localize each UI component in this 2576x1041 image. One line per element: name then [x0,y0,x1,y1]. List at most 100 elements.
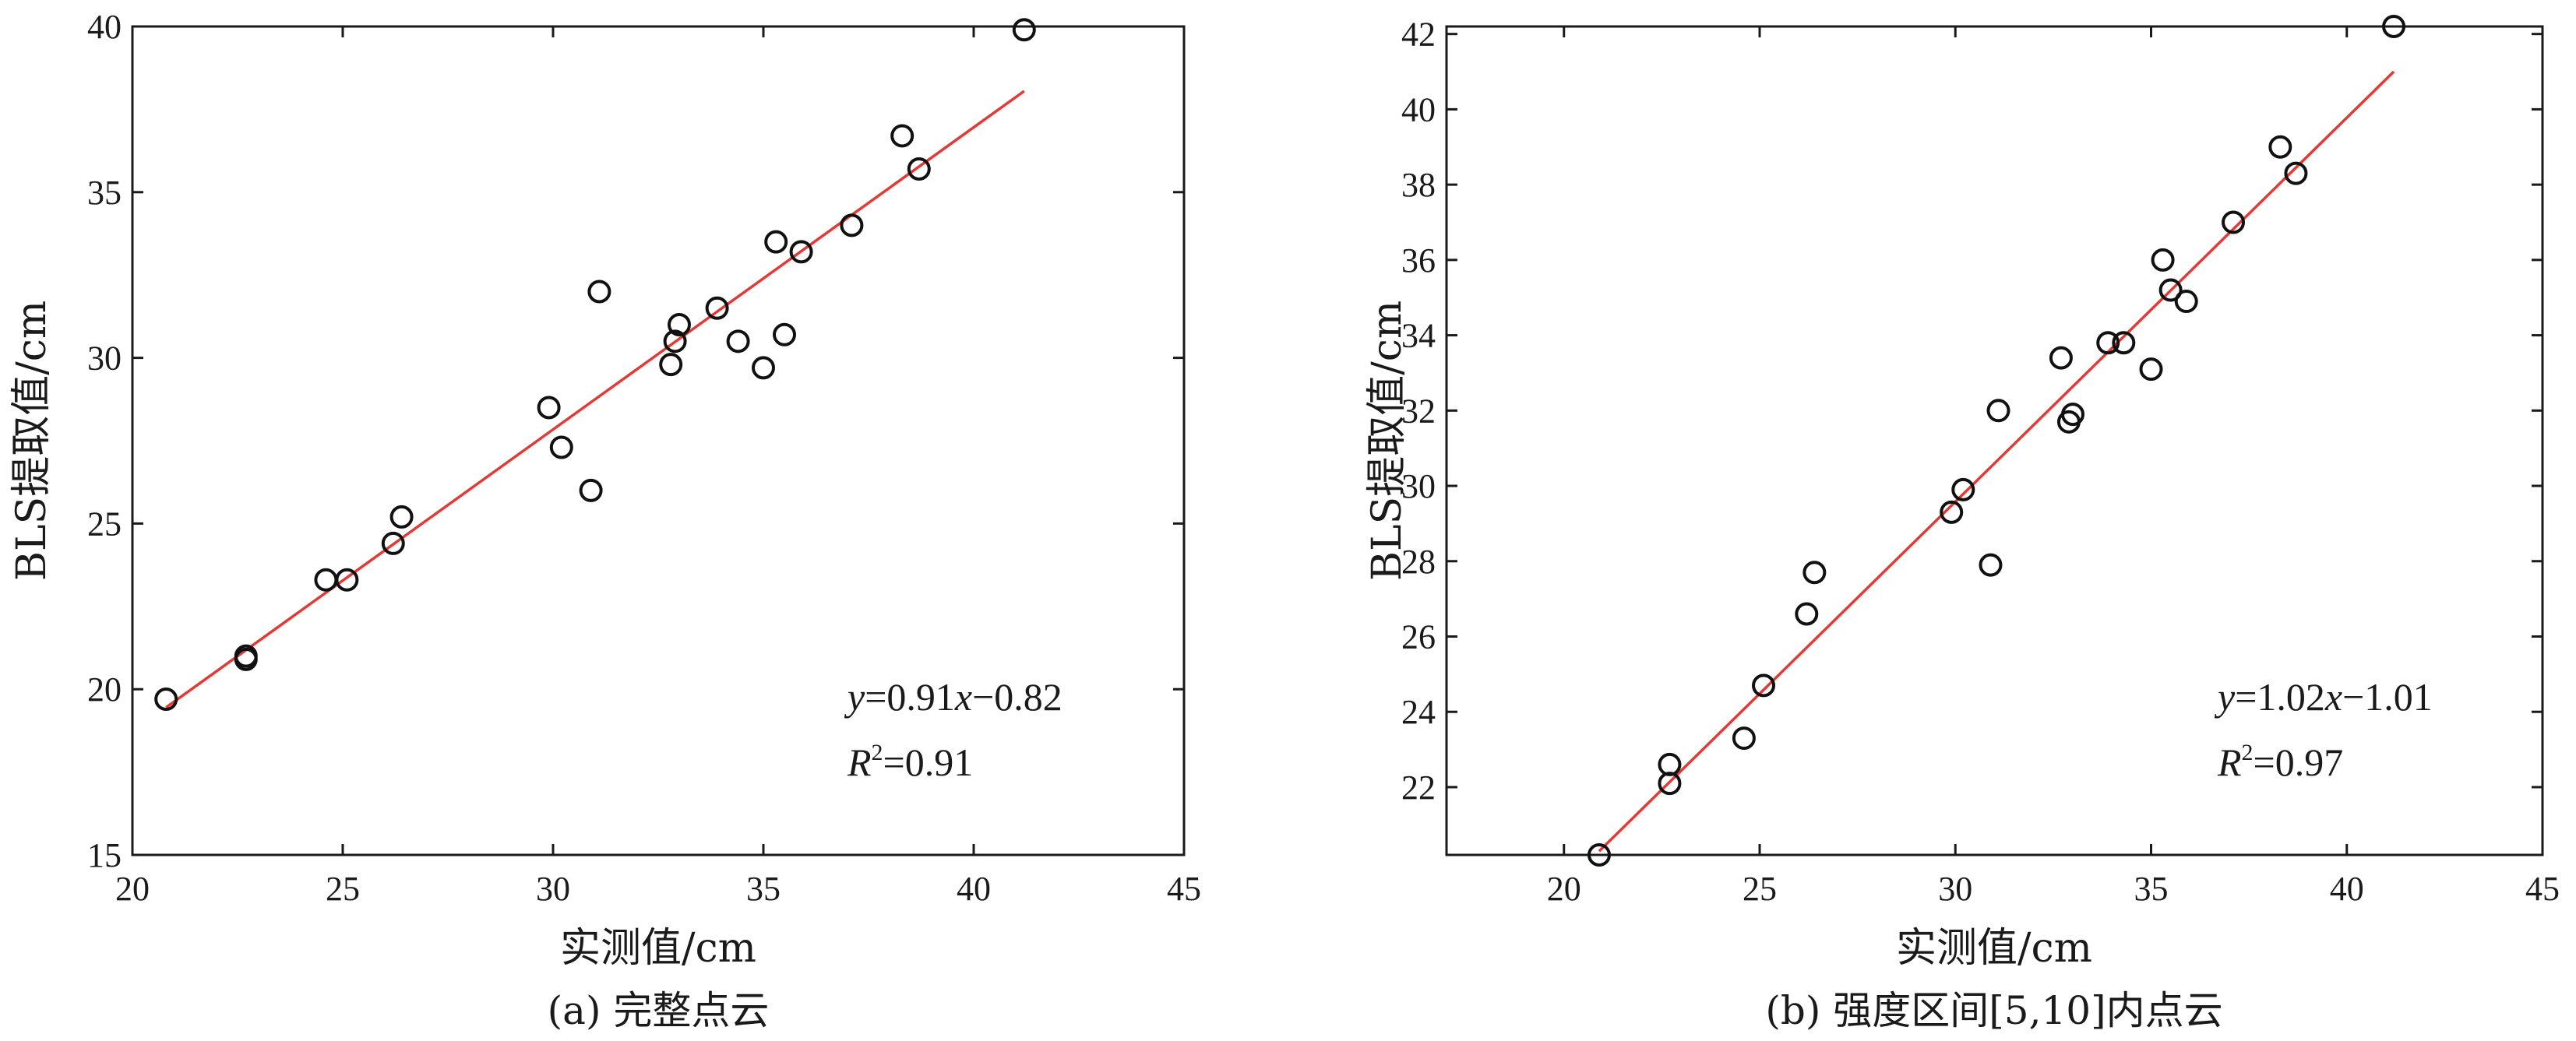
y-tick-label: 32 [1401,392,1436,430]
data-point [2222,210,2246,234]
data-point [314,568,338,592]
data-point [2158,278,2183,302]
fit-line [1598,70,2395,853]
equation-rhs-suffix: −0.82 [972,675,1062,719]
data-point [335,568,359,592]
x-axis-title: 实测值/cm [1896,925,2092,972]
regression-equation: y=0.91x−0.82 [844,675,1062,719]
data-point [726,329,750,353]
y-tick-label: 20 [87,670,122,709]
r2-value: =0.91 [883,740,974,784]
data-point [2382,15,2406,38]
y-tick-label: 22 [1401,768,1436,807]
y-tick-label: 38 [1401,166,1436,204]
data-point [2061,403,2084,427]
y-tick-label: 25 [87,505,122,543]
y-tick-label: 35 [87,174,122,212]
regression-equation: y=1.02x−1.01 [2214,675,2433,719]
data-point [234,644,258,668]
equation-rhs-prefix: =1.02 [2235,675,2325,719]
data-point [890,124,914,148]
data-point [1732,726,1756,751]
equation-rhs-suffix: −1.01 [2342,675,2433,719]
equation-x-var: x [954,675,972,719]
data-point [1986,399,2010,423]
y-tick-label: 36 [1401,241,1436,280]
panel-caption: (a) 完整点云 [548,988,770,1033]
data-point [1951,477,1975,501]
r-squared-label: R2=0.91 [847,740,973,784]
data-point [907,157,931,181]
data-point [2139,357,2163,382]
y-tick-label: 28 [1401,543,1436,581]
data-point [1012,18,1036,42]
x-tick-label: 35 [2134,870,2169,908]
data-point [1979,553,2003,577]
data-point [789,240,813,264]
y-tick-label: 26 [1401,617,1436,656]
data-point [1940,500,1964,524]
r2-var: R [2217,740,2242,784]
data-point [2096,331,2120,355]
y-tick-label: 40 [87,8,122,46]
y-tick-label: 24 [1401,693,1436,731]
chart-panel-b: 20 25 30 35 40 45 22 24 26 28 30 32 34 36 38 40 42 实测值/cm… [1364,15,2560,1033]
data-point [381,531,405,555]
data-point [1587,843,1611,867]
data-point [579,478,603,502]
y-tick-label: 42 [1401,16,1436,54]
data-point [2174,290,2198,314]
r2-exponent: 2 [2242,740,2254,765]
x-tick-label: 30 [536,870,570,908]
x-axis-title: 实测值/cm [560,925,756,972]
data-point [1658,772,1682,796]
x-tick-label: 40 [957,870,991,908]
y-axis-title: BLS提取值/cm [1364,301,1411,581]
x-tick-label: 45 [1167,870,1201,908]
x-tick-label: 30 [1938,870,1972,908]
plot-frame [131,25,1186,856]
plot-frame [1445,25,2544,856]
data-point [1658,752,1682,776]
r2-exponent: 2 [872,740,883,765]
data-point [764,230,788,254]
data-point [705,296,729,320]
equation-rhs-prefix: =0.91 [865,675,955,719]
data-point [773,322,796,346]
equation-y-var: y [844,675,865,719]
x-tick-label: 25 [326,870,360,908]
data-point [389,505,414,529]
fit-line [165,90,1025,709]
data-point [1752,673,1776,698]
x-tick-label: 40 [2330,870,2364,908]
x-tick-label: 20 [1547,870,1581,908]
data-point [2151,248,2175,272]
data-point [2268,135,2292,159]
y-axis-title: BLS提取值/cm [9,301,55,581]
x-tick-label: 20 [115,870,150,908]
data-point [154,687,178,711]
data-point [2112,331,2136,355]
data-point [663,329,687,353]
y-tick-label: 30 [87,339,122,378]
x-tick-label: 25 [1743,870,1777,908]
data-point [2284,161,2308,185]
data-point [537,396,561,420]
x-tick-label: 35 [746,870,781,908]
chart-panel-a: 20 25 30 35 40 45152025303540实测值/cmBLS提取值/cm(… [9,8,1201,1033]
y-tick-label: 34 [1401,317,1436,355]
r2-var: R [847,740,872,784]
y-tick-label: 40 [1401,90,1436,128]
y-tick-label: 30 [1401,467,1436,505]
y-tick-label: 15 [87,836,122,874]
panel-caption: (b) 强度区间[5,10]内点云 [1765,988,2222,1033]
data-point [549,435,573,459]
x-tick-label: 45 [2525,870,2560,908]
data-point [752,356,775,380]
data-point [668,313,691,337]
data-point [1795,602,1819,626]
data-point [1802,561,1827,585]
data-point [659,353,683,377]
r-squared-label: R2=0.97 [2217,740,2343,784]
